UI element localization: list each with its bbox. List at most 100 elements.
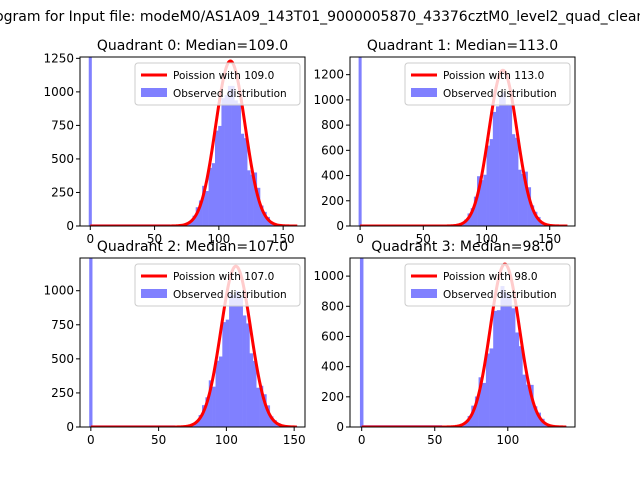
histogram-bar [235,291,240,427]
y-tick-label: 500 [51,152,74,166]
y-tick-label: 200 [321,390,344,404]
y-tick-label: 0 [336,420,344,434]
y-tick-label: 1000 [313,93,344,107]
histogram-bar [530,205,535,226]
histogram-bar [485,353,490,427]
histogram-bar [482,382,487,427]
x-tick-label: 0 [86,232,94,246]
histogram-bar [518,346,523,427]
y-tick-label: 0 [336,219,344,233]
legend-label: Observed distribution [443,88,557,100]
histogram-bar [500,286,505,427]
histogram-bar [242,315,247,427]
histogram-bar [237,103,242,226]
plot-area [89,258,298,427]
histogram-bar [492,111,497,226]
histogram-bar [198,415,203,427]
histogram-bar [521,173,525,226]
histogram-bar [256,387,260,427]
x-tick-label: 0 [87,433,95,447]
x-tick-label: 0 [356,232,364,246]
histogram-bar [533,406,538,427]
histogram-bar [478,377,483,427]
legend-swatch-hist [141,289,167,298]
histogram-bar [195,420,199,427]
poisson-curve [90,59,298,226]
histogram-bar [208,380,213,427]
histogram-bar [493,310,498,427]
y-tick-label: 0 [66,420,74,434]
axes-frame [349,56,576,227]
histogram-bar [514,137,519,226]
histogram-bar [499,95,503,226]
legend-swatch-hist [411,88,437,97]
panel-title: Quadrant 0: Median=109.0 [97,38,288,54]
legend: Poission with 113.0 Observed distribution [404,62,571,106]
histogram-bar [218,356,223,427]
histogram-bar [507,295,512,427]
y-tick-label: 250 [51,386,74,400]
chart-panel-1: 0 50 100 150 0 200 400 600 800 1000 1200 Quadrant 1… [313,38,576,246]
histogram-bar [89,258,93,427]
legend-frame [404,263,571,307]
histogram-bar [195,207,200,226]
y-tick-label: 0 [66,219,74,233]
y-tick-label: 800 [321,299,344,313]
panel-title: Quadrant 3: Median=98.0 [371,239,553,255]
y-tick-label: 1000 [43,85,74,99]
legend-label: Observed distribution [173,289,287,301]
histogram-bar [474,396,479,427]
histogram-bar [263,211,267,226]
histogram-bar [489,348,494,427]
histogram-bar [227,85,232,226]
legend-label: Poission with 113.0 [443,70,544,82]
histogram-bar [502,92,506,226]
x-tick-label: 50 [427,433,442,447]
y-tick-label: 400 [321,169,344,183]
histogram-bar [232,295,237,427]
legend-label: Observed distribution [443,289,557,301]
histogram-bar [359,258,364,427]
histogram-bar [222,322,227,427]
histogram-bar [358,57,362,226]
x-tick-label: 0 [358,433,366,447]
histogram-bar [467,415,472,427]
histogram-bar [508,105,513,226]
x-tick-label: 150 [538,232,561,246]
axes-frame [349,257,576,428]
legend: Poission with 98.0 Observed distribution [404,263,571,307]
y-tick-label: 200 [321,194,344,208]
chart-panel-0: 0 50 100 150 0 250 500 750 1000 1250 Quadrant 0: M… [43,38,306,246]
histogram-bar [504,292,509,427]
histogram-bar [212,386,216,427]
histogram-bar [247,170,251,226]
histogram-bar [252,360,257,427]
y-tick-label: 250 [51,185,74,199]
histogram-bar [240,133,245,226]
histogram-bar [205,191,209,226]
y-tick-label: 400 [321,360,344,374]
histogram-bar [495,106,500,226]
y-tick-label: 1000 [313,269,344,283]
y-tick-label: 800 [321,118,344,132]
poisson-curve [361,262,567,427]
legend-label: Poission with 109.0 [173,70,274,82]
legend-label: Poission with 107.0 [173,271,274,283]
legend-swatch-hist [411,289,437,298]
histogram-bar [266,405,271,427]
x-tick-label: 150 [272,232,295,246]
y-tick-label: 600 [321,329,344,343]
histogram-bar [470,208,475,226]
legend-swatch-hist [141,88,167,97]
legend-frame [134,263,301,307]
histogram-bar [473,196,478,226]
histogram-bar [189,220,193,226]
histogram-bar [208,167,213,226]
histogram-bar [511,308,516,427]
histogram-bar [229,293,233,427]
histogram-bar [201,405,206,427]
y-tick-label: 500 [51,352,74,366]
legend-frame [404,62,571,106]
histogram-bar [529,384,534,427]
